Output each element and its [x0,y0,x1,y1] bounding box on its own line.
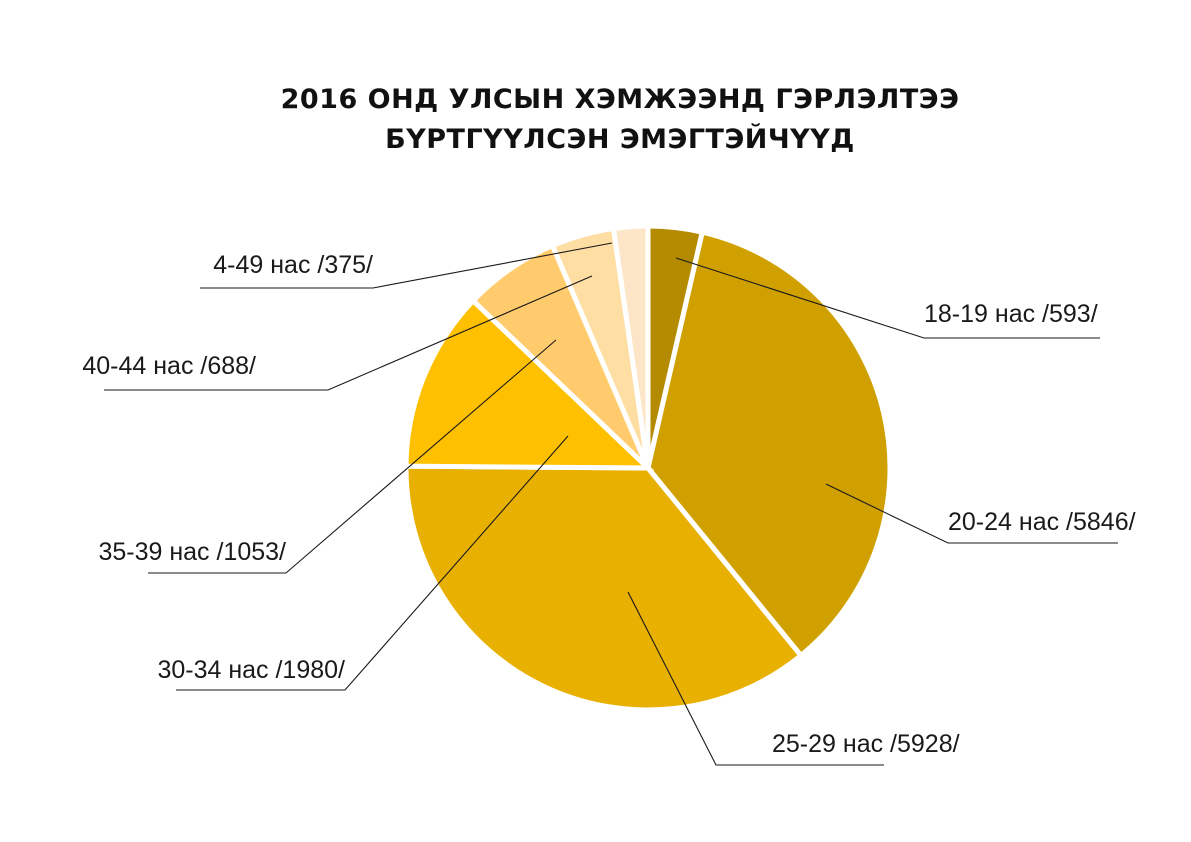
leader-line-1 [675,257,1100,339]
slice-label-6: 40-44 нас /688/ [82,352,256,380]
pie-slice-7 [610,223,651,469]
chart-title: 2016 ОНД УЛСЫН ХЭМЖЭЭНД ГЭРЛЭЛТЭЭ БҮРТГҮ… [281,84,960,155]
pie-slices [403,223,893,713]
leader-line-3 [627,591,884,766]
chart-title-line-1: 2016 ОНД УЛСЫН ХЭМЖЭЭНД ГЭРЛЭЛТЭЭ [281,84,960,115]
slice-label-7: 4-49 нас /375/ [213,251,373,279]
leader-lines [104,242,1118,766]
slice-labels: 18-19 нас /593/20-24 нас /5846/25-29 нас… [82,251,1135,758]
slice-label-5: 35-39 нас /1053/ [98,538,286,566]
leader-line-7 [200,242,613,289]
pie-slice-2 [645,229,893,660]
leader-line-6 [104,275,593,391]
leader-line-2 [825,483,1118,544]
chart-title-line-2: БҮРТГҮҮЛСЭН ЭМЭГТЭЙЧҮҮД [385,123,855,155]
slice-label-3: 25-29 нас /5928/ [772,730,960,758]
leader-line-5 [148,339,557,574]
pie-slice-4 [403,297,655,471]
slice-label-4: 30-34 нас /1980/ [157,656,345,684]
leader-line-4 [176,435,569,691]
slice-label-2: 20-24 нас /5846/ [948,508,1136,536]
pie-slice-3 [403,463,805,713]
slice-label-1: 18-19 нас /593/ [924,300,1098,328]
